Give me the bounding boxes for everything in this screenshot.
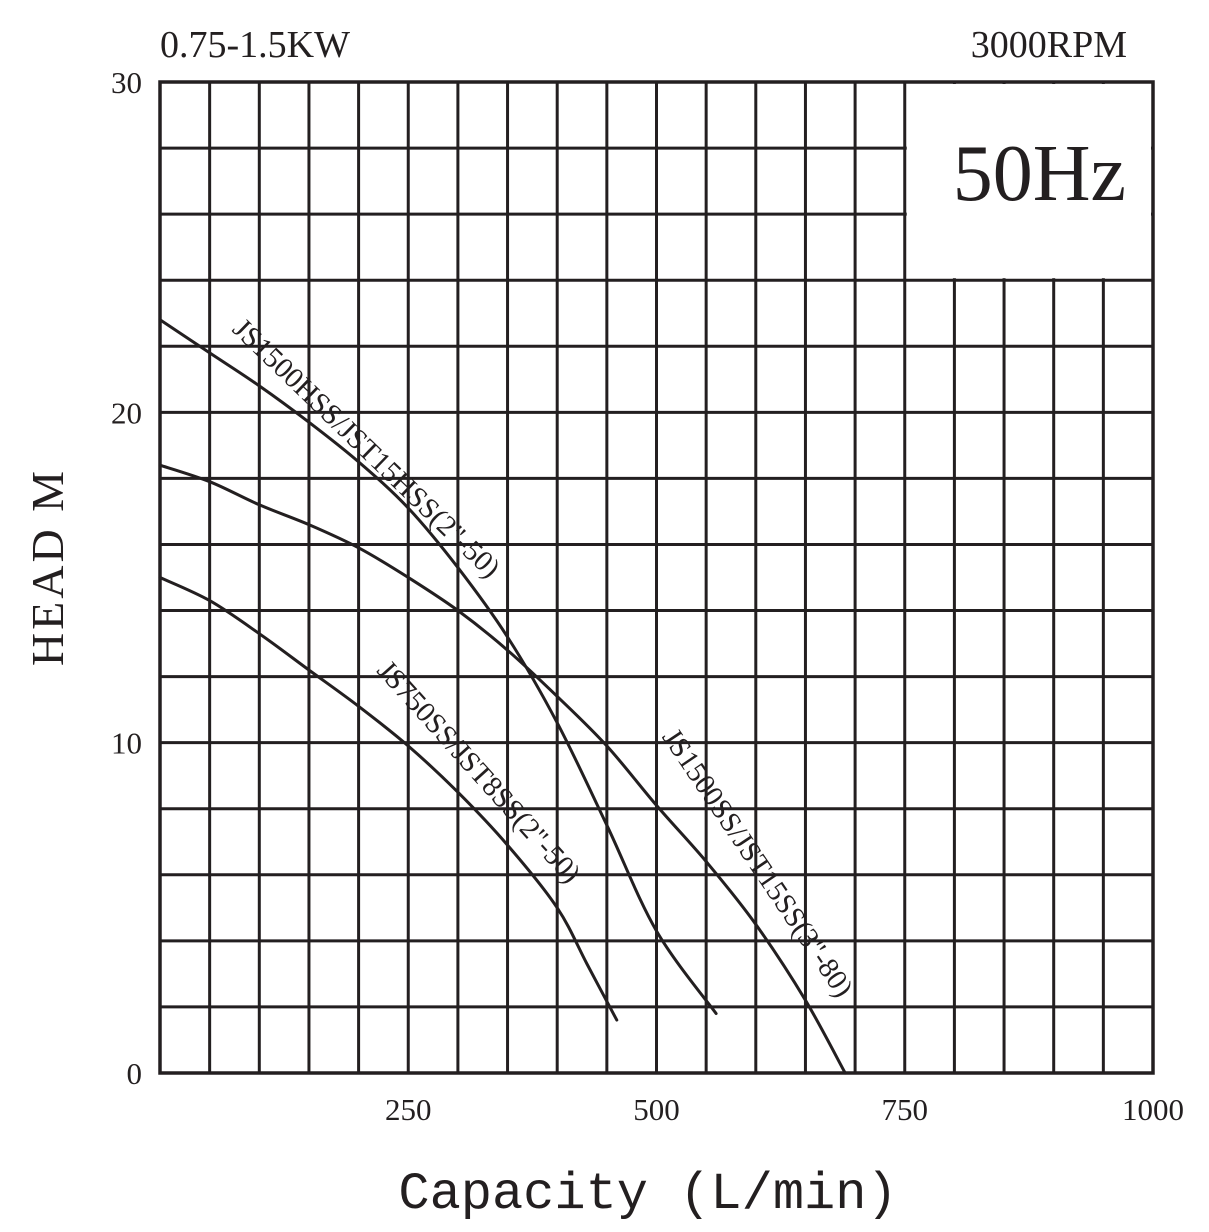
y-tick-label: 20 (111, 395, 142, 430)
y-tick-label: 0 (127, 1056, 143, 1091)
tick-labels: 250 500 750 1000 0 10 20 30 (111, 65, 1184, 1127)
power-label: 0.75-1.5KW (160, 24, 350, 66)
x-tick-label: 750 (882, 1092, 929, 1127)
frequency-label-backdrop (906, 84, 1151, 279)
x-axis-label: Capacity (L/min) (398, 1165, 897, 1224)
frequency-label: 50Hz (953, 130, 1126, 218)
curve-layer (158, 318, 847, 1075)
series-label-js750ss: JS750SS/JST8SS(2"-50) (371, 654, 587, 889)
curve-js1500hss (158, 318, 718, 1015)
speed-label: 3000RPM (971, 24, 1127, 66)
x-tick-label: 1000 (1122, 1092, 1184, 1127)
y-tick-label: 30 (111, 65, 142, 100)
y-tick-label: 10 (111, 726, 142, 761)
curve-js1500ss (158, 463, 847, 1075)
series-label-js1500ss: JS1500SS/JST15SS(3"-80) (656, 723, 859, 1003)
x-tick-label: 250 (385, 1092, 432, 1127)
y-axis-label: HEAD M (22, 468, 73, 666)
grid-lines (158, 80, 1155, 1075)
x-tick-label: 500 (633, 1092, 680, 1127)
curve-js750ss (158, 576, 619, 1022)
